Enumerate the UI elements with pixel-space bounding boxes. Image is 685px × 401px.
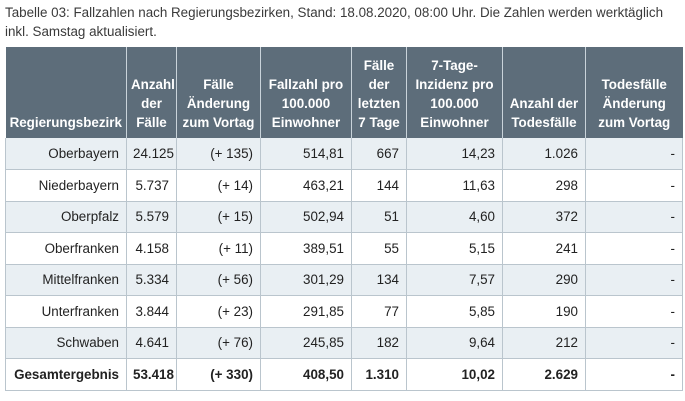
cell-todesfaelle-aenderung: - — [585, 264, 683, 296]
table-row: Oberfranken 4.158 (+ 11) 389,51 55 5,15 … — [5, 232, 683, 265]
total-fallzahl-pro-100000: 408,50 — [260, 358, 352, 391]
total-anzahl-todesfaelle: 2.629 — [502, 358, 586, 391]
cell-fallzahl-pro-100000: 389,51 — [260, 232, 352, 265]
cell-anzahl-faelle: 4.641 — [126, 327, 177, 359]
cell-fallzahl-pro-100000: 502,94 — [260, 201, 352, 233]
cell-7-tage-inzidenz: 9,64 — [406, 327, 503, 359]
total-7-tage-inzidenz: 10,02 — [406, 358, 503, 391]
table-row: Oberpfalz 5.579 (+ 15) 502,94 51 4,60 37… — [5, 201, 683, 233]
cell-regierungsbezirk: Schwaben — [5, 327, 127, 359]
cell-todesfaelle-aenderung: - — [585, 232, 683, 265]
cell-anzahl-todesfaelle: 190 — [502, 295, 586, 328]
cell-faelle-aenderung: (+ 15) — [176, 201, 261, 233]
cell-fallzahl-pro-100000: 463,21 — [260, 169, 352, 202]
cell-faelle-7-tage: 182 — [351, 327, 407, 359]
column-header-7-tage-inzidenz: 7-Tage-Inzidenz pro 100.000 Einwohner — [406, 47, 503, 138]
cell-faelle-7-tage: 667 — [351, 138, 407, 170]
total-label: Gesamtergebnis — [5, 358, 127, 391]
table-row: Oberbayern 24.125 (+ 135) 514,81 667 14,… — [5, 138, 683, 170]
column-header-fallzahl-pro-100000: Fallzahl pro 100.000 Einwohner — [260, 47, 352, 138]
cell-todesfaelle-aenderung: - — [585, 138, 683, 170]
cell-7-tage-inzidenz: 4,60 — [406, 201, 503, 233]
cell-faelle-aenderung: (+ 23) — [176, 295, 261, 328]
cell-anzahl-faelle: 3.844 — [126, 295, 177, 328]
cell-faelle-7-tage: 144 — [351, 169, 407, 202]
cell-anzahl-faelle: 24.125 — [126, 138, 177, 170]
total-row: Gesamtergebnis 53.418 (+ 330) 408,50 1.3… — [5, 358, 683, 391]
table-header-row: Regierungsbezirk Anzahl der Fälle Fälle … — [5, 47, 683, 138]
cell-regierungsbezirk: Oberpfalz — [5, 201, 127, 233]
cell-fallzahl-pro-100000: 301,29 — [260, 264, 352, 296]
cell-regierungsbezirk: Oberbayern — [5, 138, 127, 170]
total-faelle-aenderung: (+ 330) — [176, 358, 261, 391]
cell-anzahl-faelle: 5.579 — [126, 201, 177, 233]
cell-todesfaelle-aenderung: - — [585, 169, 683, 202]
cell-regierungsbezirk: Unterfranken — [5, 295, 127, 328]
cell-anzahl-todesfaelle: 241 — [502, 232, 586, 265]
column-header-todesfaelle-aenderung: Todesfälle Änderung zum Vortag — [585, 47, 683, 138]
total-todesfaelle-aenderung: - — [585, 358, 683, 391]
cell-anzahl-faelle: 5.334 — [126, 264, 177, 296]
column-header-anzahl-todesfaelle: Anzahl der Todesfälle — [502, 47, 586, 138]
cell-faelle-7-tage: 51 — [351, 201, 407, 233]
cell-fallzahl-pro-100000: 514,81 — [260, 138, 352, 170]
cell-faelle-aenderung: (+ 135) — [176, 138, 261, 170]
case-numbers-table: Regierungsbezirk Anzahl der Fälle Fälle … — [5, 47, 683, 391]
cell-7-tage-inzidenz: 14,23 — [406, 138, 503, 170]
cell-anzahl-faelle: 5.737 — [126, 169, 177, 202]
cell-faelle-aenderung: (+ 76) — [176, 327, 261, 359]
cell-anzahl-todesfaelle: 290 — [502, 264, 586, 296]
cell-anzahl-todesfaelle: 212 — [502, 327, 586, 359]
column-header-faelle-7-tage: Fälle der letzten 7 Tage — [351, 47, 407, 138]
table-row: Unterfranken 3.844 (+ 23) 291,85 77 5,85… — [5, 295, 683, 328]
cell-7-tage-inzidenz: 5,15 — [406, 232, 503, 265]
cell-fallzahl-pro-100000: 245,85 — [260, 327, 352, 359]
cell-anzahl-todesfaelle: 1.026 — [502, 138, 586, 170]
table-row: Mittelfranken 5.334 (+ 56) 301,29 134 7,… — [5, 264, 683, 296]
cell-todesfaelle-aenderung: - — [585, 327, 683, 359]
cell-anzahl-todesfaelle: 298 — [502, 169, 586, 202]
total-anzahl-faelle: 53.418 — [126, 358, 177, 391]
cell-regierungsbezirk: Niederbayern — [5, 169, 127, 202]
cell-anzahl-todesfaelle: 372 — [502, 201, 586, 233]
cell-7-tage-inzidenz: 7,57 — [406, 264, 503, 296]
cell-7-tage-inzidenz: 11,63 — [406, 169, 503, 202]
cell-regierungsbezirk: Oberfranken — [5, 232, 127, 265]
cell-faelle-7-tage: 134 — [351, 264, 407, 296]
cell-anzahl-faelle: 4.158 — [126, 232, 177, 265]
cell-faelle-aenderung: (+ 11) — [176, 232, 261, 265]
column-header-faelle-aenderung: Fälle Änderung zum Vortag — [176, 47, 261, 138]
column-header-regierungsbezirk: Regierungsbezirk — [5, 47, 127, 138]
cell-faelle-aenderung: (+ 56) — [176, 264, 261, 296]
cell-todesfaelle-aenderung: - — [585, 201, 683, 233]
cell-faelle-7-tage: 55 — [351, 232, 407, 265]
cell-7-tage-inzidenz: 5,85 — [406, 295, 503, 328]
cell-regierungsbezirk: Mittelfranken — [5, 264, 127, 296]
cell-faelle-aenderung: (+ 14) — [176, 169, 261, 202]
table-row: Schwaben 4.641 (+ 76) 245,85 182 9,64 21… — [5, 327, 683, 359]
table-caption: Tabelle 03: Fallzahlen nach Regierungsbe… — [5, 5, 664, 39]
cell-faelle-7-tage: 77 — [351, 295, 407, 328]
cell-fallzahl-pro-100000: 291,85 — [260, 295, 352, 328]
column-header-anzahl-faelle: Anzahl der Fälle — [126, 47, 177, 138]
total-faelle-7-tage: 1.310 — [351, 358, 407, 391]
cell-todesfaelle-aenderung: - — [585, 295, 683, 328]
table-row: Niederbayern 5.737 (+ 14) 463,21 144 11,… — [5, 169, 683, 202]
